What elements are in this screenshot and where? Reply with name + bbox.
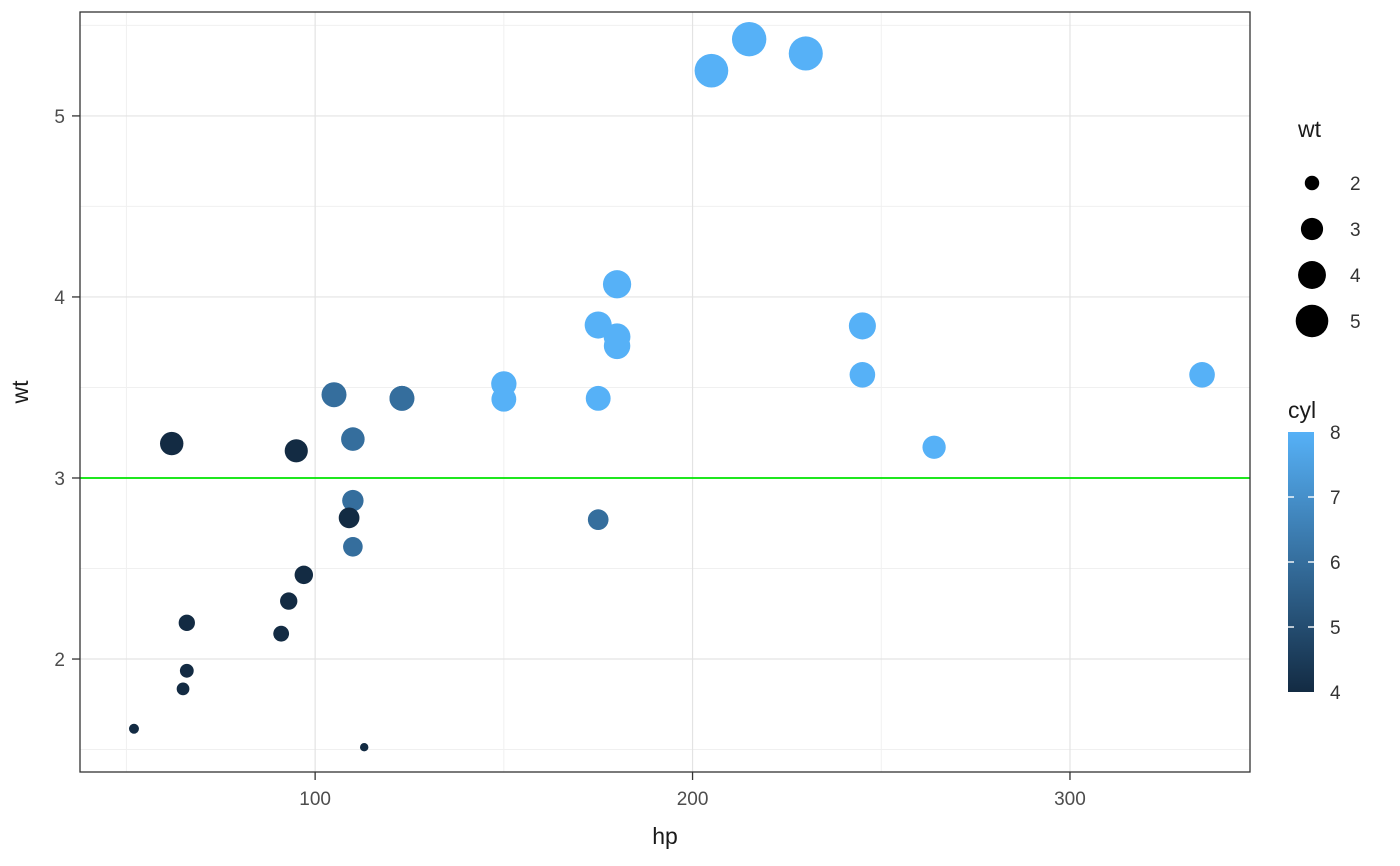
panel-border bbox=[79, 11, 1251, 773]
data-point bbox=[343, 536, 363, 557]
size-legend-key bbox=[1295, 304, 1329, 338]
data-point bbox=[694, 53, 729, 88]
size-legend-label: 2 bbox=[1350, 174, 1361, 195]
y-axis-title: wt bbox=[7, 380, 33, 405]
y-tick-label: 5 bbox=[54, 107, 65, 128]
data-point bbox=[587, 509, 609, 530]
size-legend-key bbox=[1298, 261, 1326, 289]
size-legend-key bbox=[1304, 175, 1320, 191]
data-point bbox=[602, 270, 632, 299]
data-point bbox=[342, 489, 364, 512]
data-point bbox=[848, 312, 876, 340]
data-point bbox=[128, 723, 139, 734]
data-point bbox=[359, 742, 369, 752]
data-point bbox=[179, 663, 194, 678]
data-point bbox=[160, 431, 184, 456]
data-point bbox=[584, 311, 612, 339]
x-tick-label: 300 bbox=[1054, 789, 1086, 810]
y-tick-label: 4 bbox=[54, 288, 65, 309]
data-point bbox=[585, 385, 611, 411]
data-point bbox=[321, 382, 347, 408]
y-tick-label: 3 bbox=[54, 469, 65, 490]
size-legend-label: 5 bbox=[1350, 312, 1361, 333]
x-axis-title: hp bbox=[652, 823, 678, 849]
data-point bbox=[1189, 361, 1215, 388]
data-point bbox=[294, 565, 314, 585]
data-point bbox=[280, 592, 298, 610]
data-point bbox=[341, 427, 365, 451]
data-point bbox=[788, 36, 823, 71]
data-point bbox=[491, 386, 517, 412]
color-legend-label: 8 bbox=[1330, 423, 1341, 444]
size-legend-title: wt bbox=[1297, 116, 1322, 142]
data-point bbox=[389, 385, 415, 411]
color-legend-title: cyl bbox=[1288, 397, 1316, 423]
y-tick-label: 2 bbox=[54, 650, 65, 671]
color-legend-label: 7 bbox=[1330, 488, 1341, 509]
panel-background bbox=[80, 12, 1250, 772]
x-tick-label: 200 bbox=[677, 789, 709, 810]
data-point bbox=[273, 625, 290, 642]
data-point bbox=[922, 435, 946, 459]
data-point bbox=[176, 682, 190, 696]
size-legend-label: 3 bbox=[1350, 220, 1361, 241]
data-point bbox=[284, 439, 308, 463]
x-tick-label: 100 bbox=[299, 789, 331, 810]
color-legend-label: 6 bbox=[1330, 553, 1341, 574]
color-legend-label: 5 bbox=[1330, 618, 1341, 639]
data-point bbox=[849, 361, 876, 388]
data-point bbox=[178, 614, 195, 631]
color-legend-label: 4 bbox=[1330, 683, 1341, 704]
data-point bbox=[338, 507, 360, 529]
size-legend-key bbox=[1300, 217, 1324, 241]
data-point bbox=[731, 21, 767, 57]
size-legend-label: 4 bbox=[1350, 266, 1361, 287]
